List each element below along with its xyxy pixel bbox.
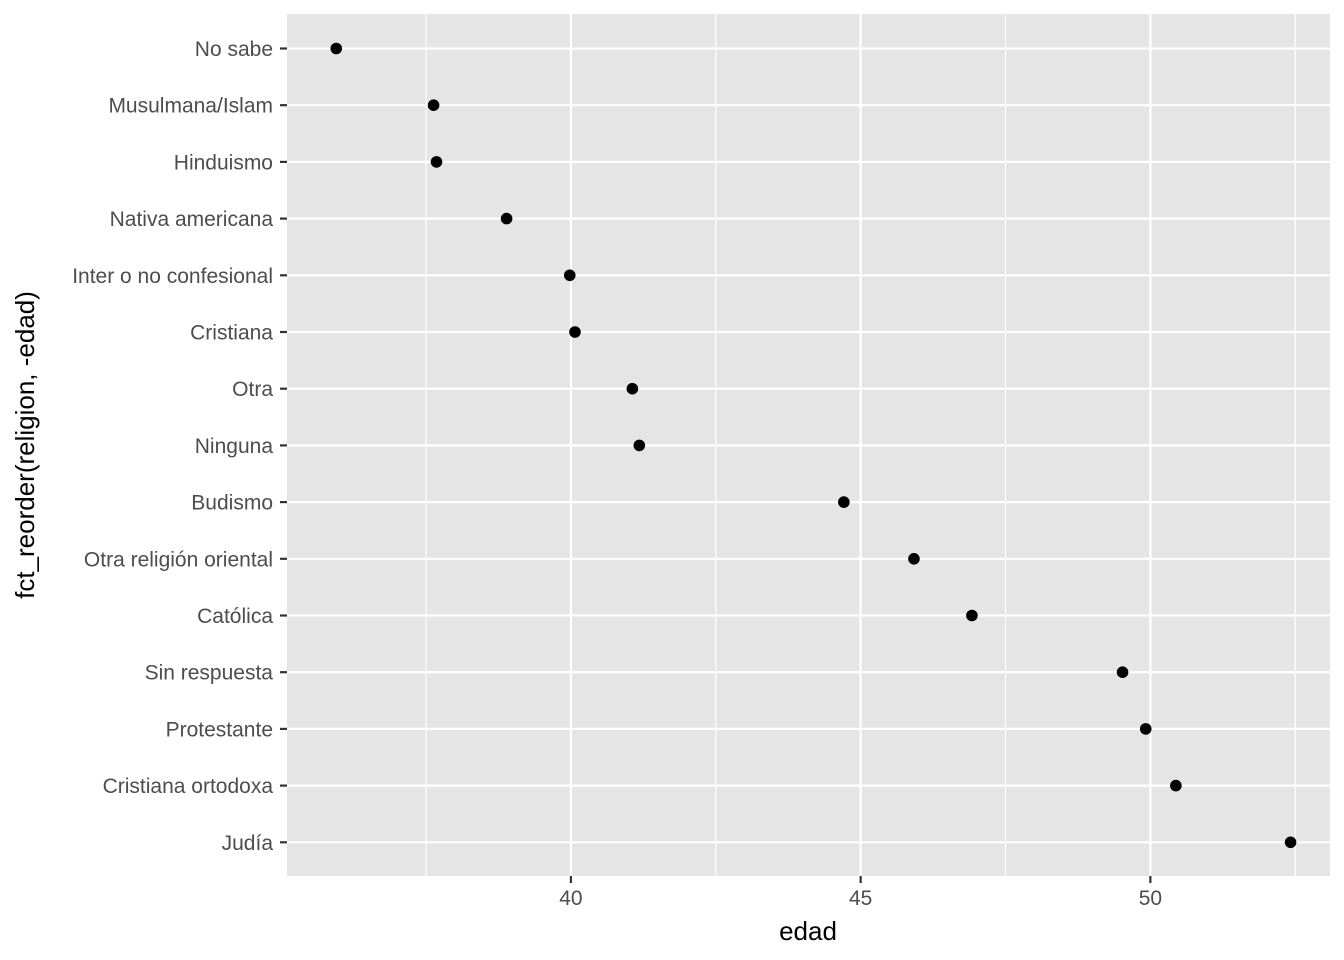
x-axis: 40 45 50 [559,876,1162,910]
data-point [838,496,850,508]
y-tick-label: Budismo [191,492,273,515]
y-tick-label: Otra religión oriental [84,548,273,571]
y-tick-label: Cristiana ortodoxa [103,775,274,798]
y-tick-label: Protestante [166,718,273,741]
y-tick-label: Ninguna [195,435,274,458]
y-tick-label: Sin respuesta [145,662,274,685]
y-tick-label: Judía [222,832,274,855]
data-point [908,553,920,565]
data-point [563,269,576,282]
y-tick-label: Otra [232,378,273,401]
y-axis: No sabe Musulmana/Islam Hinduismo Nativa am… [72,38,287,855]
data-points [330,42,1297,849]
x-tick-label: 50 [1139,887,1162,910]
data-point [330,42,343,55]
data-point [1284,836,1297,849]
data-point [500,212,513,225]
data-point [1170,779,1182,792]
data-point [569,326,581,338]
y-tick-label: Cristiana [190,322,273,345]
x-tick-label: 45 [849,887,872,910]
data-point [1116,666,1129,678]
data-point [427,99,440,111]
y-tick-label: Inter o no confesional [72,265,273,288]
y-tick-label: Hinduismo [174,151,273,174]
data-point [1139,723,1152,735]
data-point [633,439,646,452]
data-point [430,156,443,168]
x-tick-label: 40 [559,887,582,910]
data-point [966,609,978,622]
y-tick-label: Nativa americana [110,208,274,231]
y-tick-label: Católica [197,605,273,628]
data-point [626,382,639,395]
major-gridlines [287,14,1330,876]
y-axis-title: fct_reorder(religion, -edad) [10,291,40,599]
x-axis-title: edad [779,916,837,946]
y-tick-label: No sabe [195,38,273,61]
y-tick-label: Musulmana/Islam [108,95,273,118]
